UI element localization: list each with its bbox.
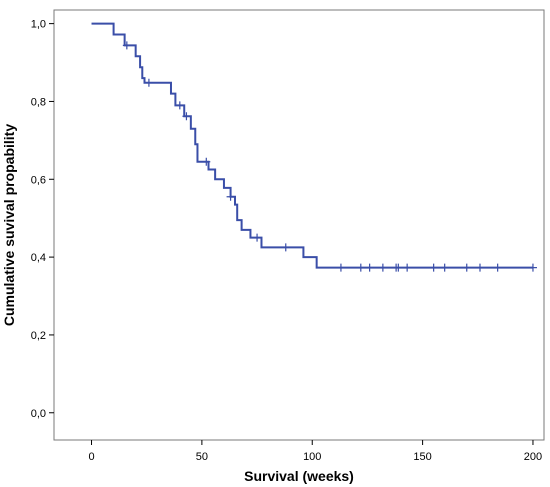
x-tick-label: 100: [303, 451, 321, 463]
y-tick-label: 0,2: [31, 330, 46, 342]
censor-mark: [365, 263, 374, 272]
censor-mark: [253, 233, 262, 242]
censor-mark: [493, 263, 502, 272]
y-axis: 0,0 0,2 0,4 0,6 0,8 1,0: [31, 19, 54, 420]
censor-mark: [144, 78, 153, 87]
y-tick-label: 1,0: [31, 19, 46, 31]
censor-mark: [202, 157, 211, 166]
survival-step-line: [91, 22, 533, 269]
y-tick-label: 0,0: [31, 408, 46, 420]
survival-series: [91, 22, 537, 272]
censor-mark: [281, 243, 290, 252]
x-axis: 0 50 100 150 200: [88, 440, 542, 463]
censor-mark: [462, 263, 471, 272]
plot-frame: [53, 9, 545, 441]
censor-mark: [403, 263, 412, 272]
censor-mark: [378, 263, 387, 272]
censor-mark: [122, 41, 131, 50]
x-tick-label: 50: [196, 451, 208, 463]
censor-mark: [356, 263, 365, 272]
censor-mark: [226, 192, 235, 201]
y-tick-label: 0,4: [31, 252, 46, 264]
x-tick-label: 0: [88, 451, 94, 463]
x-axis-title: Survival (weeks): [244, 468, 354, 484]
censor-mark: [475, 263, 484, 272]
censor-mark: [394, 263, 403, 272]
censor-mark: [429, 263, 438, 272]
censor-mark: [175, 101, 184, 110]
y-tick-label: 0,6: [31, 174, 46, 186]
censor-mark: [336, 263, 345, 272]
x-tick-label: 150: [413, 451, 431, 463]
x-tick-label: 200: [524, 451, 542, 463]
censor-mark: [182, 112, 191, 121]
censor-mark: [528, 263, 537, 272]
y-axis-title: Cumulative suvival propability: [1, 124, 17, 326]
y-tick-label: 0,8: [31, 96, 46, 108]
censor-mark: [440, 263, 449, 272]
